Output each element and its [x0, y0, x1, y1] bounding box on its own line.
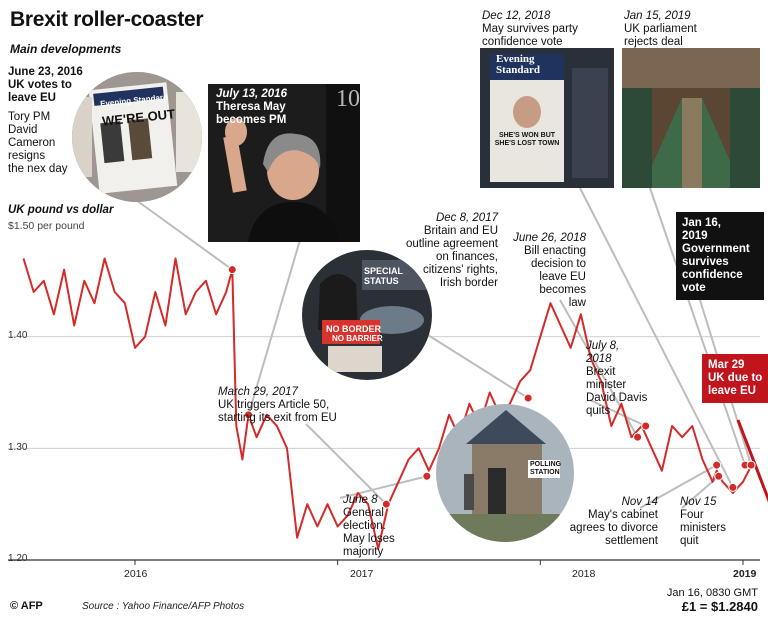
leader-line — [639, 464, 718, 509]
evening-standard-photo: Evening Standard SHE'S WON BUT SHE'S LOS… — [480, 48, 614, 188]
event-june-2017-label: June 8 General election. May loses major… — [343, 494, 395, 558]
y-axis-unit: $1.50 per pound — [8, 220, 85, 232]
y-tick-label: 1.30 — [8, 442, 28, 453]
chart-title: Brexit roller-coaster — [10, 8, 204, 31]
event-marker — [746, 460, 756, 470]
no-barrier-sign: NO BARRIER — [332, 334, 383, 343]
y-axis-label: UK pound vs dollar — [8, 204, 114, 216]
leader-line — [135, 199, 233, 271]
event-marker — [714, 471, 724, 481]
event-marker — [381, 499, 391, 509]
newspaper-photo: Evening Standard WE'RE OUT — [72, 72, 202, 202]
event-marker — [728, 482, 738, 492]
event-dec-2017-label: Dec 8, 2017 Britain and EU outline agree… — [405, 212, 498, 289]
door-number: 10 — [336, 86, 360, 112]
event-nov14-label: Nov 14 May's cabinet agrees to divorce s… — [569, 496, 658, 547]
leader-line — [419, 329, 529, 399]
evening-standard-headline: SHE'S WON BUT SHE'S LOST TOWN — [494, 132, 560, 147]
series-line — [22, 257, 752, 550]
leader-line — [579, 187, 734, 488]
parliament-photo — [622, 48, 760, 188]
event-dec-2018-label: Dec 12, 2018 May survives party confiden… — [482, 10, 578, 48]
leader-line — [736, 419, 768, 503]
event-marker — [227, 265, 237, 275]
border-protest-photo: SPECIAL STATUS NO BORDER NO BARRIER — [302, 250, 432, 380]
event-marker — [712, 460, 722, 470]
event-marker — [633, 432, 643, 442]
theresa-may-photo: 10 July 13, 2016 Theresa May becomes PM — [208, 84, 360, 242]
event-marker — [243, 410, 253, 420]
x-tick-label: 2019 — [733, 568, 757, 580]
no-border-sign: NO BORDER — [326, 324, 382, 334]
chart-subtitle: Main developments — [10, 42, 122, 56]
event-july-2018-label: July 8, 2018 Brexit minister David Davis… — [586, 340, 648, 417]
x-tick-label: 2017 — [350, 568, 374, 580]
polling-station-sign: POLLING STATION — [528, 460, 562, 478]
leader-line — [649, 187, 746, 466]
event-mar29-callout: Mar 29 UK due to leave EU — [702, 354, 768, 403]
y-tick-label: 1.20 — [8, 553, 28, 564]
event-july-2016-label: July 13, 2016 Theresa May becomes PM — [216, 88, 287, 126]
event-marker — [523, 393, 533, 403]
event-jan15-label: Jan 15, 2019 UK parliament rejects deal — [624, 10, 697, 48]
event-june-2016-label: June 23, 2016 UK votes to leave EU Tory … — [8, 66, 83, 175]
source-note: Source : Yahoo Finance/AFP Photos — [82, 601, 245, 612]
latest-rate: Jan 16, 0830 GMT £1 = $1.2840 — [666, 587, 758, 614]
special-status-banner: SPECIAL STATUS — [364, 266, 403, 286]
leader-line — [305, 423, 388, 505]
evening-standard-masthead: Evening Standard — [496, 53, 541, 76]
event-marker — [641, 421, 651, 431]
leader-line — [339, 475, 428, 499]
afp-logo: © AFP — [10, 600, 43, 612]
x-tick-label: 2018 — [572, 568, 596, 580]
leader-line — [247, 239, 301, 416]
event-markers — [227, 265, 756, 509]
event-jan16-callout: Jan 16, 2019 Government survives confide… — [676, 212, 764, 300]
event-june-2018-label: June 26, 2018 Bill enacting decision to … — [513, 232, 586, 309]
x-tick-label: 2016 — [124, 568, 148, 580]
event-marker — [422, 471, 432, 481]
y-tick-label: 1.40 — [8, 330, 28, 341]
event-march-2017-label: March 29, 2017 UK triggers Article 50, s… — [218, 386, 337, 424]
event-nov15-label: Nov 15 Four ministers quit — [680, 496, 727, 547]
polling-station-photo: POLLING STATION — [436, 404, 574, 542]
